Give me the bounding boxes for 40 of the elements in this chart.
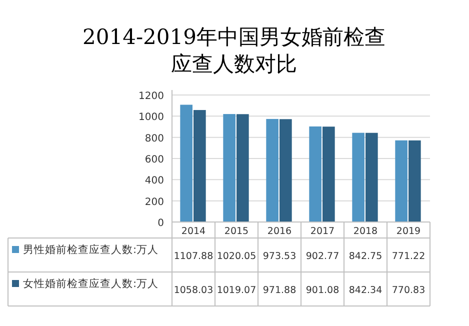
x-tick-label: 2019 <box>396 226 421 237</box>
data-label: 770.83 <box>392 285 426 296</box>
y-tick-label: 0 <box>158 218 164 229</box>
data-label: 1107.88 <box>174 251 214 262</box>
data-label: 973.53 <box>262 251 296 262</box>
data-label: 901.08 <box>306 285 340 296</box>
data-label: 771.22 <box>392 251 426 262</box>
data-label: 842.75 <box>348 251 382 262</box>
data-label: 971.88 <box>262 285 296 296</box>
bar <box>236 114 249 222</box>
bar <box>280 119 292 222</box>
data-label: 842.34 <box>348 285 382 296</box>
bar <box>408 140 421 222</box>
y-tick-label: 600 <box>144 154 164 166</box>
x-tick-label: 2016 <box>267 226 292 237</box>
bar <box>352 132 364 222</box>
data-label: 1019.07 <box>216 285 256 296</box>
bar <box>180 104 192 222</box>
data-label: 902.77 <box>306 251 340 262</box>
chart-title: 2014-2019年中国男女婚前检查应查人数对比 <box>82 25 386 76</box>
x-tick-label: 2017 <box>310 226 335 237</box>
x-tick-label: 2015 <box>224 226 249 237</box>
x-tick-label: 2018 <box>353 226 378 237</box>
bar <box>194 110 206 222</box>
bar <box>309 126 322 222</box>
data-label: 1020.05 <box>216 251 256 262</box>
data-label: 1058.03 <box>174 285 214 296</box>
bar <box>366 132 378 222</box>
bar <box>395 140 408 222</box>
bar <box>266 118 278 222</box>
legend-label: 女性婚前检查应查人数:万人 <box>23 277 159 290</box>
x-tick-label: 2014 <box>181 226 206 237</box>
y-tick-label: 200 <box>144 196 164 208</box>
bar <box>322 126 335 222</box>
y-tick-label: 1200 <box>138 91 164 102</box>
bar <box>223 114 236 222</box>
y-tick-label: 1000 <box>138 112 164 124</box>
y-tick-label: 800 <box>144 133 164 144</box>
y-tick-label: 400 <box>144 176 164 187</box>
legend-label: 男性婚前检查应查人数:万人 <box>23 243 159 256</box>
